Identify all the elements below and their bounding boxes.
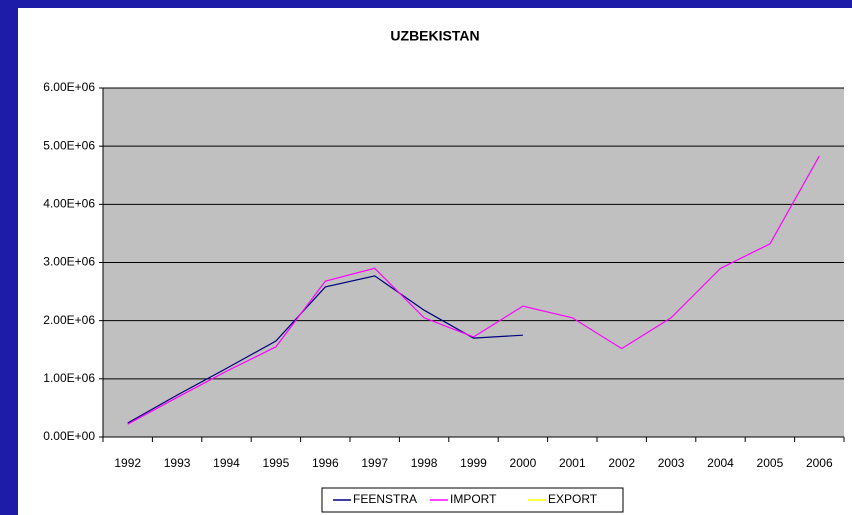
- x-tick-label: 2006: [806, 456, 833, 470]
- legend-label: EXPORT: [548, 492, 598, 506]
- x-tick-label: 1993: [164, 456, 191, 470]
- y-tick-label: 6.00E+06: [43, 80, 95, 94]
- legend: [321, 487, 624, 513]
- legend-label: FEENSTRA: [353, 492, 417, 506]
- x-tick-label: 2005: [757, 456, 784, 470]
- x-tick-label: 1997: [361, 456, 388, 470]
- x-tick-label: 1999: [460, 456, 487, 470]
- x-tick-label: 1998: [411, 456, 438, 470]
- x-tick-label: 1995: [263, 456, 290, 470]
- x-tick-label: 1996: [312, 456, 339, 470]
- series-line: [127, 275, 523, 424]
- x-tick-label: 2002: [608, 456, 635, 470]
- series-line: [127, 155, 820, 425]
- y-tick-label: 1.00E+06: [43, 371, 95, 385]
- y-tick-label: 3.00E+06: [43, 255, 95, 269]
- legend-label: IMPORT: [450, 492, 497, 506]
- y-tick-label: 0.00E+00: [43, 429, 95, 443]
- y-tick-label: 2.00E+06: [43, 313, 95, 327]
- chart-title: UZBEKISTAN: [390, 28, 479, 44]
- x-tick-label: 1994: [213, 456, 240, 470]
- y-tick-label: 5.00E+06: [43, 138, 95, 152]
- x-tick-label: 2004: [707, 456, 734, 470]
- x-tick-label: 2000: [510, 456, 537, 470]
- x-tick-label: 2003: [658, 456, 685, 470]
- y-tick-label: 4.00E+06: [43, 197, 95, 211]
- x-tick-label: 2001: [559, 456, 586, 470]
- x-tick-label: 1992: [114, 456, 141, 470]
